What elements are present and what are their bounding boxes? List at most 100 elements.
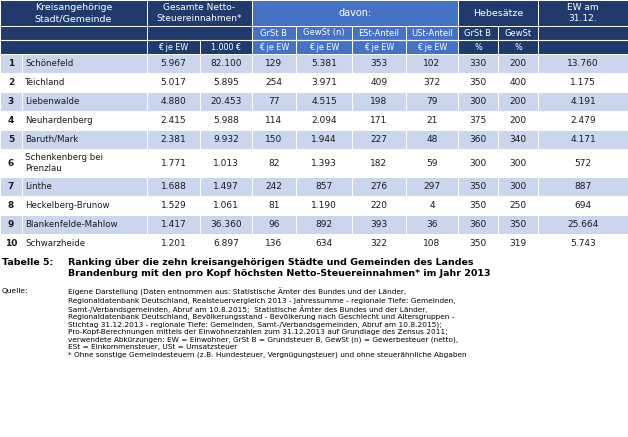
Text: 300: 300 [469, 159, 487, 167]
Text: 300: 300 [469, 97, 487, 106]
Bar [406, 215, 458, 234]
Text: 2.479: 2.479 [570, 116, 596, 125]
Bar [352, 149, 406, 177]
Text: Liebenwalde: Liebenwalde [25, 97, 79, 106]
Text: 887: 887 [575, 182, 592, 191]
Bar [458, 54, 498, 73]
Text: 59: 59 [426, 159, 438, 167]
Text: 297: 297 [423, 182, 441, 191]
Text: 227: 227 [371, 135, 387, 144]
Bar [200, 215, 252, 234]
Bar [458, 234, 498, 253]
Text: 254: 254 [266, 78, 283, 87]
Bar [252, 54, 296, 73]
Text: ESt-Anteil: ESt-Anteil [359, 28, 399, 38]
Bar [0, 92, 22, 111]
Text: 300: 300 [509, 182, 527, 191]
Text: 4: 4 [8, 116, 14, 125]
Text: GrSt B: GrSt B [261, 28, 288, 38]
Bar [22, 73, 147, 92]
Text: 5.988: 5.988 [213, 116, 239, 125]
Bar [296, 196, 352, 215]
Bar [352, 92, 406, 111]
Bar [147, 54, 200, 73]
Text: Hebesätze: Hebesätze [473, 8, 523, 17]
Text: 25.664: 25.664 [567, 220, 598, 229]
Text: 4.171: 4.171 [570, 135, 596, 144]
Bar [498, 92, 538, 111]
Bar [0, 149, 22, 177]
Text: 20.453: 20.453 [210, 97, 242, 106]
Bar [458, 215, 498, 234]
Text: 393: 393 [371, 220, 387, 229]
Bar [352, 111, 406, 130]
Text: Teichland: Teichland [25, 78, 65, 87]
Text: 82: 82 [268, 159, 279, 167]
Bar [406, 196, 458, 215]
Bar [458, 177, 498, 196]
Text: 21: 21 [426, 116, 438, 125]
Text: 350: 350 [469, 239, 487, 248]
Bar [352, 215, 406, 234]
Bar [296, 234, 352, 253]
Text: 6.897: 6.897 [213, 239, 239, 248]
Bar [147, 92, 200, 111]
Bar [147, 26, 252, 40]
Text: 857: 857 [315, 182, 333, 191]
Text: Quelle:: Quelle: [2, 288, 28, 294]
Text: 3: 3 [8, 97, 14, 106]
Bar [0, 130, 22, 149]
Bar [296, 73, 352, 92]
Bar [538, 149, 628, 177]
Bar [296, 111, 352, 130]
Bar [498, 54, 538, 73]
Bar [538, 234, 628, 253]
Text: 3.971: 3.971 [311, 78, 337, 87]
Text: 360: 360 [469, 135, 487, 144]
Text: 5: 5 [8, 135, 14, 144]
Bar [252, 130, 296, 149]
Bar [406, 111, 458, 130]
Bar [498, 196, 538, 215]
Bar [352, 40, 406, 54]
Text: 9.932: 9.932 [213, 135, 239, 144]
Text: Neuhardenberg: Neuhardenberg [25, 116, 92, 125]
Bar [147, 73, 200, 92]
Text: Kreisangehörige
Stadt/Gemeinde: Kreisangehörige Stadt/Gemeinde [35, 3, 112, 23]
Text: € je EW: € je EW [259, 42, 289, 52]
Text: 1.529: 1.529 [161, 201, 187, 210]
Bar [352, 196, 406, 215]
Text: 6: 6 [8, 159, 14, 167]
Text: 2.381: 2.381 [161, 135, 187, 144]
Bar [538, 111, 628, 130]
Text: 892: 892 [315, 220, 333, 229]
Bar [0, 26, 147, 40]
Bar [352, 177, 406, 196]
Text: 360: 360 [469, 220, 487, 229]
Text: 400: 400 [509, 78, 526, 87]
Bar [0, 40, 147, 54]
Bar [498, 130, 538, 149]
Bar [147, 149, 200, 177]
Bar [296, 26, 352, 40]
Bar [538, 215, 628, 234]
Text: 114: 114 [266, 116, 283, 125]
Bar [147, 234, 200, 253]
Text: 350: 350 [509, 220, 527, 229]
Bar [0, 196, 22, 215]
Text: 171: 171 [371, 116, 387, 125]
Text: 375: 375 [469, 116, 487, 125]
Text: 220: 220 [371, 201, 387, 210]
Text: 108: 108 [423, 239, 441, 248]
Bar [458, 92, 498, 111]
Bar [22, 92, 147, 111]
Bar [0, 111, 22, 130]
Text: 2: 2 [8, 78, 14, 87]
Bar [200, 73, 252, 92]
Text: 319: 319 [509, 239, 527, 248]
Bar [458, 40, 498, 54]
Text: 276: 276 [371, 182, 387, 191]
Text: 82.100: 82.100 [210, 59, 242, 68]
Text: 200: 200 [509, 59, 526, 68]
Text: Schönefeld: Schönefeld [25, 59, 73, 68]
